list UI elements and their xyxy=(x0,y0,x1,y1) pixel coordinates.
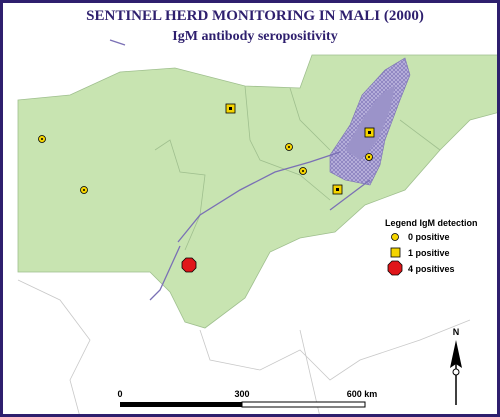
scale-bar: 0 300 600 km xyxy=(117,389,378,408)
scale-label: 300 xyxy=(234,389,249,399)
legend-item: 1 positive xyxy=(408,248,450,258)
sites xyxy=(38,103,375,273)
region-lines xyxy=(154,85,441,251)
legend-symbol xyxy=(387,260,403,276)
lake xyxy=(345,85,395,160)
site-4-positives xyxy=(181,257,197,273)
legend-symbol xyxy=(391,233,399,241)
legend-symbol xyxy=(390,247,401,258)
legend-item: 4 positives xyxy=(408,264,455,274)
legend: Legend IgM detection 0 positive 1 positi… xyxy=(385,218,478,276)
north-label: N xyxy=(453,327,460,337)
river xyxy=(109,39,371,301)
subtitle: IgM antibody seropositivity xyxy=(172,29,337,44)
scale-label: 600 km xyxy=(347,389,378,399)
title: SENTINEL HERD MONITORING IN MALI (2000) xyxy=(86,8,424,24)
scale-label: 0 xyxy=(117,389,122,399)
north-arrow: N xyxy=(450,327,462,405)
legend-item: 0 positive xyxy=(408,232,450,242)
legend-title: Legend IgM detection xyxy=(385,218,478,228)
